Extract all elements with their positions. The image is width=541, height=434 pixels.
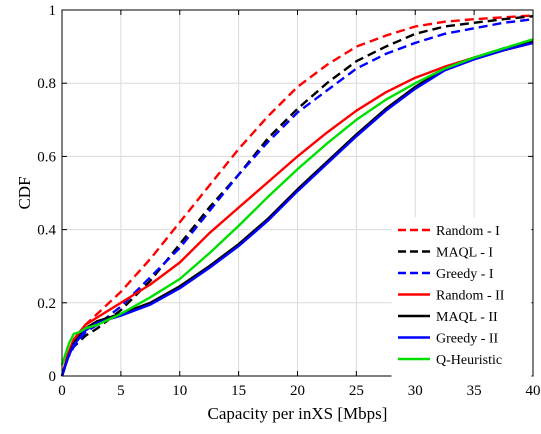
legend-label: Greedy - II (436, 332, 499, 347)
x-tick-label: 15 (231, 383, 246, 399)
x-axis-label: Capacity per inXS [Mbps] (208, 404, 388, 423)
grid-lines (62, 10, 533, 376)
y-tick-label: 0.4 (37, 223, 56, 239)
legend-label: MAQL - II (436, 310, 498, 325)
series-line-random-ii (60, 41, 534, 377)
legend: Random - I MAQL - I Greedy - I Random - II M… (391, 217, 532, 377)
y-tick-label: 0 (49, 369, 57, 385)
series-line-greedy-ii (60, 41, 534, 377)
legend-box (391, 217, 532, 377)
x-tick-label: 30 (408, 383, 423, 399)
series-line-q-heuristic (60, 38, 534, 366)
series-lines (60, 14, 534, 377)
legend-label: Random - II (436, 289, 505, 304)
y-tick-label: 0.8 (37, 76, 56, 92)
series-line-maql-i (60, 15, 534, 377)
axis-ticks: 0 5 10 15 20 25 30 35 40 0 0.2 0.4 0.6 0.8 1 (37, 3, 540, 399)
x-tick-label: 40 (526, 383, 541, 399)
y-axis-label: CDF (15, 176, 34, 209)
legend-label: Q-Heuristic (436, 353, 502, 368)
y-tick-label: 1 (49, 3, 57, 19)
legend-label: Random - I (436, 224, 500, 239)
legend-label: MAQL - I (436, 246, 493, 261)
x-tick-label: 25 (349, 383, 364, 399)
x-tick-label: 0 (58, 383, 66, 399)
y-tick-label: 0.6 (37, 149, 56, 165)
y-tick-label: 0.2 (37, 296, 56, 312)
x-tick-label: 5 (117, 383, 125, 399)
x-tick-label: 20 (290, 383, 305, 399)
legend-label: Greedy - I (436, 267, 494, 282)
x-tick-label: 10 (172, 383, 187, 399)
x-tick-label: 35 (467, 383, 482, 399)
series-line-greedy-i (60, 18, 534, 377)
